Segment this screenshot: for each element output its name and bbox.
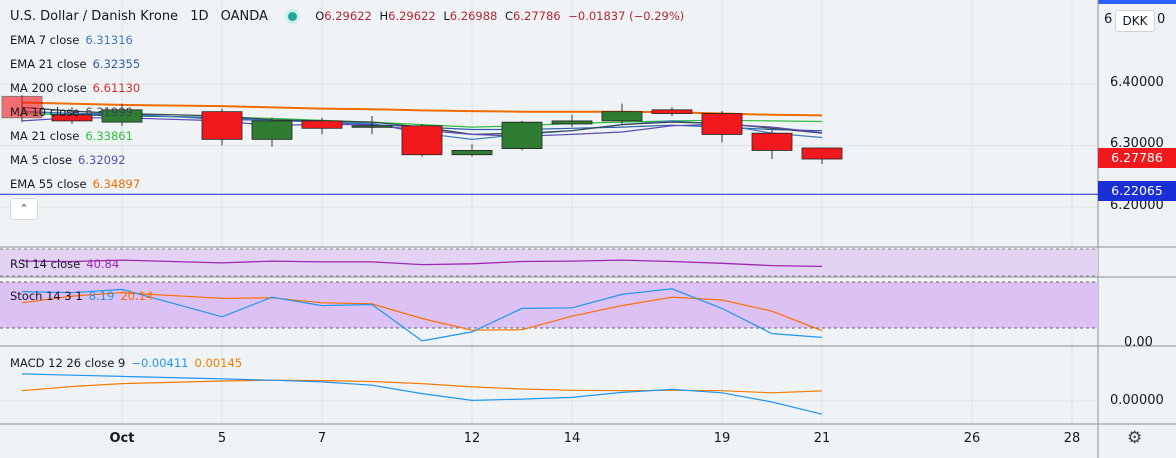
stoch-legend[interactable]: Stoch 14 3 1 8.19 20.14 [10,289,154,303]
candle-body [501,121,543,149]
candle-body [651,109,693,114]
ohlc-values: O6.29622 H6.29622 L6.26988 C6.27786 −0.0… [315,9,685,23]
candle [1,95,43,123]
candle-body [701,113,743,135]
rsi-line [21,259,823,268]
legend-ema7[interactable]: EMA 7 close 6.31316 [10,33,133,47]
open-value: 6.29622 [324,9,372,23]
candle [551,114,593,128]
x-tick: Oct [109,431,135,446]
candle-body [351,125,393,128]
low-value: 6.26988 [449,9,498,23]
legend-ema21[interactable]: EMA 21 close 6.32355 [10,57,141,71]
candle [651,107,693,116]
candle [101,103,143,126]
interval-label[interactable]: 1D [190,9,209,24]
close-value: 6.27786 [513,9,561,23]
candle [701,111,743,143]
candle-body [551,120,593,125]
candle [801,147,843,164]
legend-ma21[interactable]: MA 21 close 6.33861 [10,129,133,143]
overlay-ema55 [21,101,823,117]
legend-ma200[interactable]: MA 200 close 6.61130 [10,81,141,95]
symbol-title: U.S. Dollar / Danish Krone [10,9,179,24]
x-tick: 26 [963,431,981,446]
candle-body [301,120,343,129]
market-status-icon [288,12,298,21]
legend-ema55[interactable]: EMA 55 close 6.34897 [10,177,141,191]
candle [251,117,293,147]
candle-body [801,147,843,160]
high-value: 6.29622 [388,9,436,23]
currency-button[interactable]: DKK [1115,10,1155,32]
macd-line [21,373,823,415]
x-tick: 12 [463,431,481,446]
x-tick: 7 [317,431,327,446]
axis-top-marker [1098,0,1176,4]
overlay-ma10 [21,106,823,136]
stoch-band [0,282,1098,328]
collapse-legend-button[interactable]: ⌃ [10,198,38,220]
change-value: −0.01837 (−0.29%) [568,9,685,23]
gear-icon[interactable]: ⚙ [1127,428,1143,448]
candle [301,117,343,135]
candle-body [51,114,93,122]
stoch-axis-label: 0.00 [1124,335,1153,350]
candle-body [451,150,493,156]
candle [401,123,443,157]
candle-body [201,111,243,140]
macd-axis-label: 0.00000 [1110,393,1164,408]
candle-body [101,109,143,123]
candle [351,115,393,135]
source-label: OANDA [220,9,268,24]
legend-ma10[interactable]: MA 10 close 6.31999 [10,105,133,119]
chart-header: U.S. Dollar / Danish Krone 1D OANDA O6.2… [10,9,684,24]
rsi-legend[interactable]: RSI 14 close 40.84 [10,257,120,271]
candle-body [251,120,293,140]
candle-body [401,125,443,156]
candle [601,103,643,124]
candle [451,144,493,157]
candle-body [751,132,793,151]
x-tick: 5 [217,431,227,446]
price-tick: 6.30000 [1110,136,1164,151]
stoch-k-line [21,288,823,342]
price-tick: 6.40000 [1110,75,1164,90]
macd-legend[interactable]: MACD 12 26 close 9 −0.00411 0.00145 [10,356,243,370]
x-tick: 14 [563,431,581,446]
price-tick-top: 6 [1104,12,1113,27]
rsi-band [0,249,1098,276]
candle-body [601,111,643,122]
horizontal-line-badge: 6.22065 [1098,181,1176,201]
candle [51,107,93,124]
price-tick-top-end: 0 [1157,12,1166,27]
price-tick: 6.20000 [1110,198,1164,213]
legend-ma5[interactable]: MA 5 close 6.32092 [10,153,126,167]
x-tick: 19 [713,431,731,446]
candle-body [1,95,43,119]
last-price-badge: 6.27786 [1098,148,1176,168]
x-tick: 21 [813,431,831,446]
candle [201,108,243,146]
overlay-ma5 [21,117,823,137]
candle [501,120,543,151]
candle [751,130,793,160]
x-tick: 28 [1063,431,1081,446]
